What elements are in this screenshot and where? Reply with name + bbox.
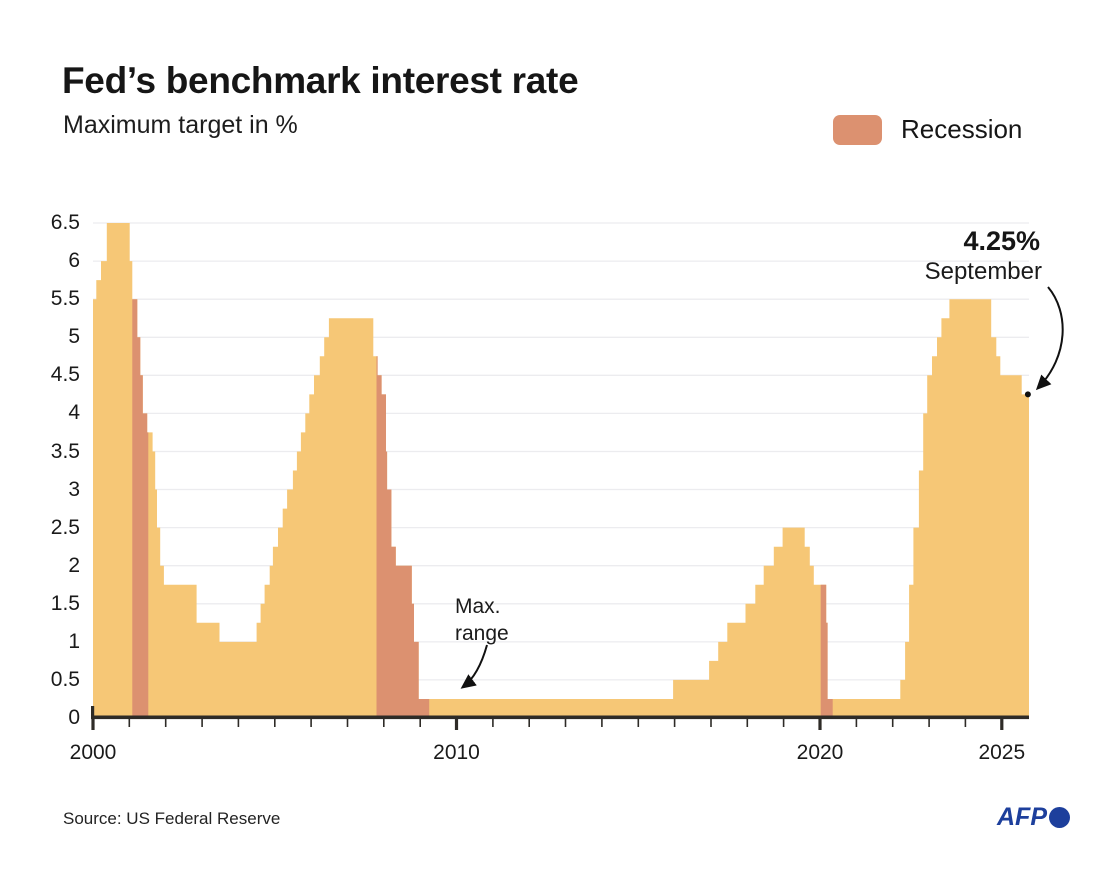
y-tick-label: 5 (68, 325, 80, 349)
legend: Recession (833, 114, 1022, 145)
x-axis-minor-tick (746, 719, 749, 727)
x-axis-minor-tick (274, 719, 276, 727)
y-tick-label: 3 (68, 477, 80, 501)
x-axis-minor-tick (383, 719, 385, 727)
max-range-line1: Max. (455, 595, 501, 618)
afp-logo: AFP (997, 803, 1070, 832)
x-axis-minor-tick (964, 719, 967, 727)
x-tick-label: 2025 (978, 741, 1026, 764)
afp-logo-text: AFP (997, 803, 1047, 831)
afp-logo-circle-icon (1049, 807, 1070, 828)
x-axis-minor-tick (928, 719, 930, 727)
x-axis-minor-tick (492, 719, 494, 727)
x-axis-left-cap (91, 706, 95, 718)
x-axis-line (91, 715, 1029, 720)
x-axis-major-tick (91, 719, 95, 730)
x-axis-minor-tick (564, 719, 567, 727)
latest-rate-dot (1024, 391, 1031, 398)
recession-band (376, 356, 430, 718)
y-tick-label: 0.5 (50, 667, 80, 691)
x-axis-major-tick (1000, 719, 1004, 730)
x-axis-minor-tick (310, 719, 312, 727)
x-axis-minor-tick (237, 719, 240, 727)
x-axis-minor-tick (891, 719, 894, 727)
y-tick-label: 5.5 (50, 287, 80, 311)
x-axis-minor-tick (710, 719, 712, 727)
max-range-annotation: Max. range (455, 593, 509, 647)
source-credit: Source: US Federal Reserve (63, 809, 281, 828)
y-tick-label: 3.5 (50, 439, 80, 463)
recession-band (132, 299, 149, 718)
y-tick-label: 4 (68, 401, 80, 425)
latest-rate-arrow (1035, 286, 1064, 391)
y-tick-label: 0 (68, 706, 80, 729)
legend-label: Recession (901, 114, 1023, 144)
recession-swatch-icon (833, 114, 882, 145)
x-axis-minor-tick (128, 719, 131, 727)
x-axis-minor-tick (528, 719, 530, 727)
y-tick-label: 2.5 (50, 515, 80, 539)
y-tick-label: 1 (68, 629, 80, 653)
rate-area (93, 223, 1029, 718)
x-axis-major-tick (818, 719, 822, 730)
x-axis-minor-tick (601, 719, 603, 727)
x-tick-label: 2020 (796, 741, 844, 764)
y-tick-label: 6 (68, 249, 80, 273)
y-tick-label: 1.5 (50, 591, 80, 615)
x-axis-minor-tick (855, 719, 858, 727)
x-tick-label: 2000 (69, 741, 117, 764)
x-axis-minor-tick (782, 719, 785, 727)
recession-band (820, 584, 833, 718)
y-tick-label: 4.5 (50, 363, 80, 387)
chart-subtitle: Maximum target in % (63, 111, 298, 139)
y-tick-label: 6.5 (50, 211, 80, 234)
x-axis-minor-tick (419, 719, 421, 727)
x-axis-minor-tick (201, 719, 203, 727)
x-axis-minor-tick (164, 719, 167, 727)
max-range-line2: range (455, 622, 509, 645)
x-axis-minor-tick (673, 719, 676, 727)
y-tick-label: 2 (68, 553, 80, 577)
x-axis-major-tick (454, 719, 459, 730)
x-tick-label: 2010 (433, 741, 480, 764)
x-axis-minor-tick (637, 719, 640, 727)
page-title: Fed’s benchmark interest rate (62, 60, 579, 101)
latest-rate-value: 4.25% (963, 226, 1040, 256)
x-axis-minor-tick (346, 719, 349, 727)
max-range-arrow (460, 644, 488, 689)
latest-rate-month: September (924, 258, 1042, 285)
